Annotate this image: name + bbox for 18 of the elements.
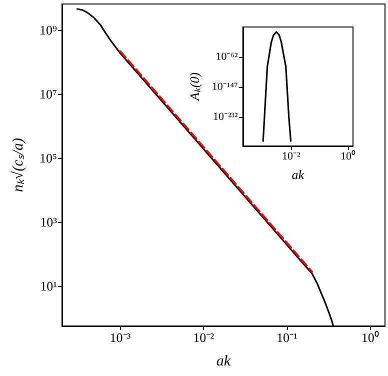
x-tick-label: 10⁻¹: [276, 330, 298, 345]
x-axis-title: ak: [292, 167, 304, 182]
y-axis-title: nₖ√(cₛ/a): [10, 138, 26, 192]
y-tick-label: 10⁹: [39, 22, 58, 38]
y-tick-label: 10⁻²³²: [212, 111, 239, 124]
x-tick-label: 10⁻²: [193, 330, 214, 345]
y-axis-title: Aₖ(0): [187, 72, 202, 102]
x-tick-label: 10⁰: [340, 150, 356, 162]
y-tick-label: 10³: [40, 214, 58, 230]
y-tick-label: 10⁻¹⁴⁷: [212, 81, 238, 94]
y-tick-label: 10⁷: [39, 86, 57, 102]
y-tick-label: 10¹: [40, 278, 58, 294]
x-tick-label: 10⁻³: [110, 330, 131, 345]
y-tick-label: 10⁻⁶²: [216, 51, 239, 64]
x-tick-label: 10⁰: [361, 330, 380, 345]
x-tick-label: 10⁻²: [282, 150, 301, 162]
y-tick-label: 10⁵: [39, 150, 57, 166]
x-axis-title: ak: [216, 354, 231, 370]
